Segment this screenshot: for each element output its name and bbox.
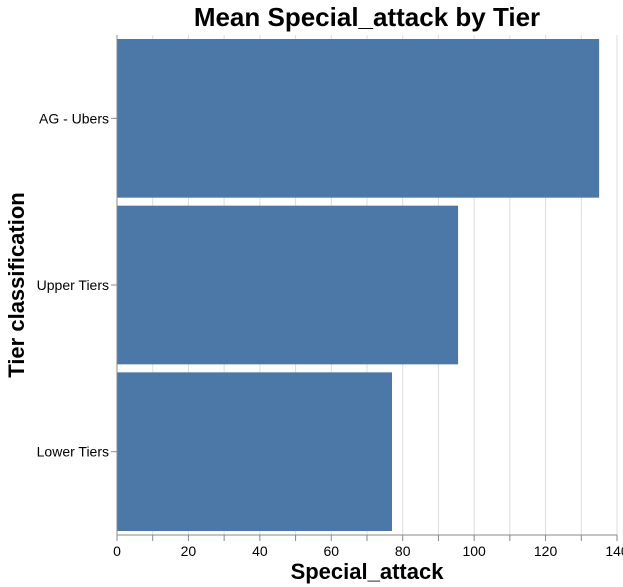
y-tick-label: AG - Ubers xyxy=(39,110,109,126)
x-tick-label: 20 xyxy=(181,543,197,559)
bar-upper-tiers xyxy=(117,205,459,365)
y-tick-label: Lower Tiers xyxy=(37,444,109,460)
x-axis-title: Special_attack xyxy=(291,559,445,584)
x-tick-label: 140 xyxy=(605,543,623,559)
x-tick-label: 60 xyxy=(323,543,339,559)
bar-ag-ubers xyxy=(117,39,600,198)
y-tick-label: Upper Tiers xyxy=(37,277,109,293)
chart-title: Mean Special_attack by Tier xyxy=(194,2,540,32)
axes: 0 20 40 60 80 100 120 140 AG - Ubers Upper Tiers L… xyxy=(37,35,623,559)
y-axis-title: Tier classification xyxy=(4,192,29,377)
x-tick-label: 100 xyxy=(462,543,486,559)
x-tick-label: 40 xyxy=(252,543,268,559)
x-tick-label: 80 xyxy=(395,543,411,559)
x-tick-label: 120 xyxy=(534,543,558,559)
x-tick-label: 0 xyxy=(113,543,121,559)
bars xyxy=(117,39,600,531)
bar-lower-tiers xyxy=(117,372,392,531)
